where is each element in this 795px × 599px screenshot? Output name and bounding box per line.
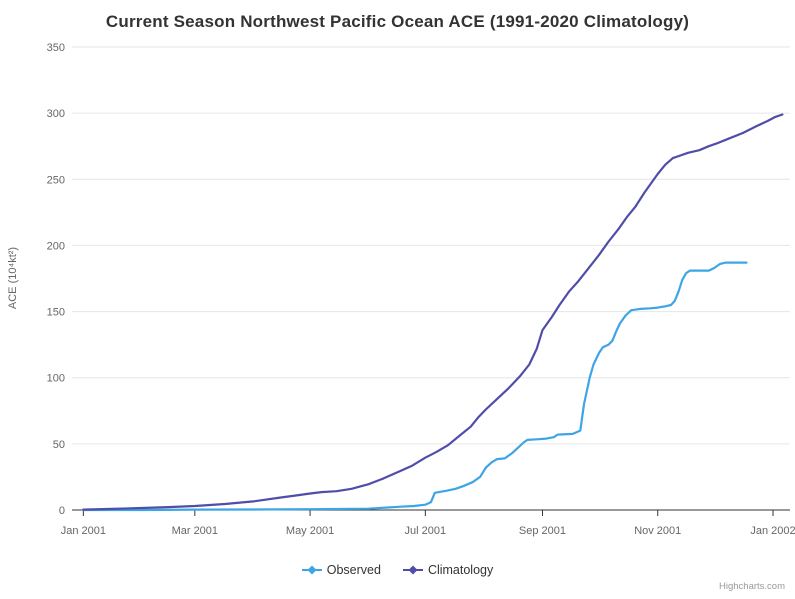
x-axis-tick-label: Nov 2001 [634,525,681,537]
legend-label-observed: Observed [326,563,381,577]
chart-title: Current Season Northwest Pacific Ocean A… [105,12,690,31]
y-axis-tick-label: 200 [47,240,65,252]
y-axis-tick-label: 150 [47,307,65,319]
x-axis-tick-label: Jul 2001 [405,525,447,537]
x-axis-tick-label: Mar 2001 [172,525,218,537]
y-axis-tick-label: 300 [47,108,65,120]
y-axis-tick-label: 100 [47,373,65,385]
legend-item-climatology[interactable]: Climatology [402,563,494,577]
x-axis-tick-label: Jan 2001 [61,525,106,537]
y-axis-tick-label: 250 [47,174,65,186]
y-axis-tick-label: 50 [53,439,65,451]
x-axis-tick-label: Jan 2002 [750,525,795,537]
highcharts-credit-link[interactable]: Highcharts.com [719,581,785,592]
legend-item-observed[interactable]: Observed [301,563,381,577]
x-axis-tick-label: Sep 2001 [519,525,566,537]
climatology-series-marker-icon [402,565,423,575]
series-line-climatology[interactable] [82,113,784,511]
legend-label-climatology: Climatology [427,563,494,577]
series-line-observed[interactable] [82,261,748,512]
y-axis-tick-label: 350 [47,42,65,54]
observed-series-marker-icon [301,565,322,575]
y-axis-tick-label: 0 [59,505,65,517]
legend: Observed Climatology [0,563,795,577]
x-axis-tick-label: May 2001 [286,525,334,537]
